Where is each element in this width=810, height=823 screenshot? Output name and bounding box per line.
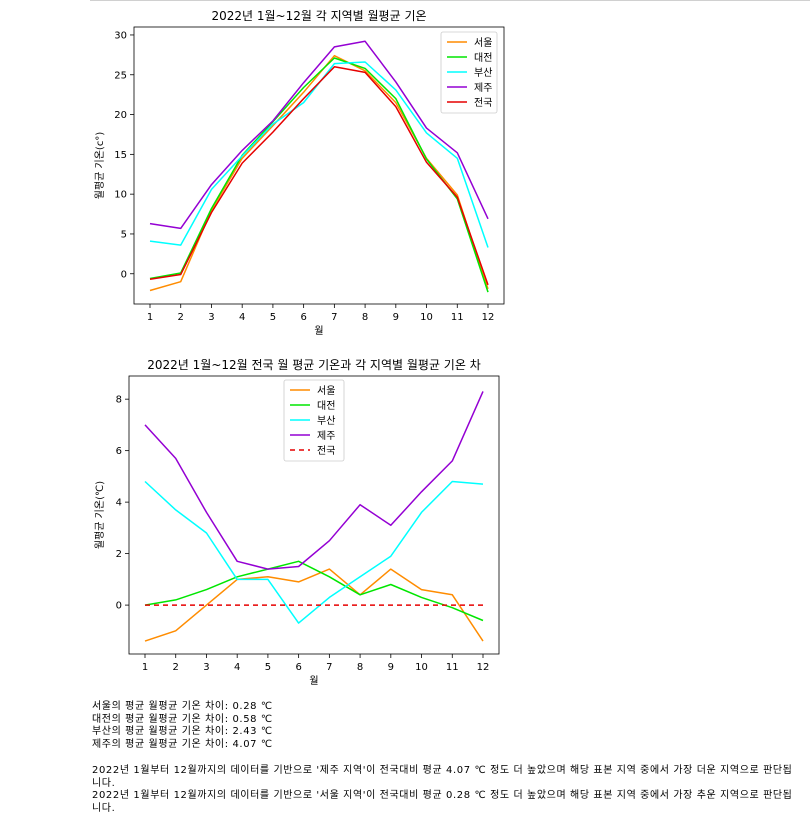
chart1-y-axis-label: 월평균 기온(c°) (94, 132, 106, 200)
stats-list: 서울의 평균 월평균 기온 차이: 0.28 ℃ 대전의 평균 월평균 기온 차… (92, 701, 273, 751)
chart1-legend-label: 부산 (474, 67, 492, 79)
chart1-y-tick-label: 10 (114, 190, 127, 201)
chart1-x-tick-label: 6 (300, 312, 306, 323)
chart2-x-tick-label: 5 (265, 662, 271, 673)
chart1-y-tick-label: 5 (121, 229, 127, 240)
chart1-x-tick-label: 2 (178, 312, 184, 323)
chart2-x-tick-label: 10 (415, 662, 428, 673)
chart1-y-tick-label: 25 (114, 70, 127, 81)
chart1-x-tick-label: 8 (362, 312, 368, 323)
chart1-x-tick-label: 7 (331, 312, 337, 323)
temperature-diff-chart: 2022년 1월~12월 전국 월 평균 기온과 각 지역별 월평균 기온 차 0… (94, 358, 500, 687)
stats-line-seoul: 서울의 평균 월평균 기온 차이: 0.28 ℃ (92, 701, 273, 712)
chart2-x-tick-label: 9 (388, 662, 394, 673)
chart2-x-axis-label: 월 (309, 675, 318, 687)
chart1-legend-box (440, 31, 498, 114)
chart2-x-tick-label: 7 (326, 662, 332, 673)
chart2-x-tick-label: 6 (295, 662, 301, 673)
chart2-title: 2022년 1월~12월 전국 월 평균 기온과 각 지역별 월평균 기온 차 (147, 358, 480, 372)
chart2-legend-label: 전국 (317, 445, 335, 457)
chart2-legend-label: 대전 (317, 400, 335, 412)
chart1-legend-label: 대전 (474, 52, 492, 64)
chart1-x-tick-label: 4 (239, 312, 245, 323)
chart1-plot-frame (133, 26, 505, 305)
chart2-y-tick-label: 8 (116, 395, 122, 406)
chart1-title: 2022년 1월~12월 각 지역별 월평균 기온 (211, 9, 426, 23)
chart1-y-tick-label: 15 (114, 150, 127, 161)
chart1-x-tick-label: 5 (270, 312, 276, 323)
conclusion-text: 2022년 1월부터 12월까지의 데이터를 기반으로 '제주 지역'이 전국대… (92, 765, 802, 815)
chart2-x-tick-label: 4 (234, 662, 240, 673)
chart1-legend-label: 전국 (474, 97, 492, 109)
chart1-x-axis-label: 월 (314, 325, 323, 337)
chart2-x-tick-label: 1 (142, 662, 148, 673)
chart2-legend-label: 부산 (317, 415, 335, 427)
chart2-series-line-서울 (144, 568, 484, 642)
chart1-series-line-부산 (149, 61, 489, 248)
chart2-x-tick-label: 3 (203, 662, 209, 673)
chart2-y-tick-label: 6 (116, 446, 122, 457)
chart1-legend-label: 서울 (474, 37, 492, 49)
chart1-legend-label: 제주 (474, 82, 492, 94)
chart1-x-tick-label: 3 (208, 312, 214, 323)
stats-line-busan: 부산의 평균 월평균 기온 차이: 2.43 ℃ (92, 726, 273, 737)
conclusion-hottest: 2022년 1월부터 12월까지의 데이터를 기반으로 '제주 지역'이 전국대… (92, 765, 793, 789)
chart2-series-line-제주 (144, 391, 484, 570)
chart1-y-tick-label: 30 (114, 30, 127, 41)
top-divider (90, 0, 810, 1)
chart1-series-line-대전 (149, 57, 489, 293)
chart2-y-tick-label: 0 (116, 601, 122, 612)
chart2-series-line-대전 (144, 560, 484, 622)
chart2-x-tick-label: 8 (357, 662, 363, 673)
chart1-x-tick-label: 12 (482, 312, 495, 323)
chart1-x-tick-label: 10 (420, 312, 433, 323)
chart2-y-tick-label: 2 (116, 549, 122, 560)
chart1-x-tick-label: 9 (393, 312, 399, 323)
chart2-x-tick-label: 12 (477, 662, 490, 673)
stats-line-jeju: 제주의 평균 월평균 기온 차이: 4.07 ℃ (92, 738, 273, 750)
chart2-plot-frame (128, 375, 500, 655)
chart2-legend-label: 제주 (317, 430, 335, 442)
chart2-y-tick-label: 4 (116, 498, 122, 509)
stats-line-daejeon: 대전의 평균 월평균 기온 차이: 0.58 ℃ (92, 713, 273, 725)
chart1-series-line-전국 (149, 66, 489, 286)
chart1-x-tick-label: 1 (147, 312, 153, 323)
chart2-series-line-부산 (144, 480, 484, 624)
chart2-legend-label: 서울 (317, 385, 335, 397)
chart1-y-tick-label: 0 (121, 269, 127, 280)
chart2-x-tick-label: 11 (446, 662, 459, 673)
chart2-y-axis-label: 월평균 기온(℃) (94, 481, 106, 549)
chart2-legend-box (283, 379, 345, 462)
conclusion-coldest: 2022년 1월부터 12월까지의 데이터를 기반으로 '서울 지역'이 전국대… (92, 790, 793, 814)
chart1-series-line-제주 (149, 40, 489, 230)
chart1-x-tick-label: 11 (451, 312, 464, 323)
chart2-x-tick-label: 2 (173, 662, 179, 673)
chart1-y-tick-label: 20 (114, 110, 127, 121)
